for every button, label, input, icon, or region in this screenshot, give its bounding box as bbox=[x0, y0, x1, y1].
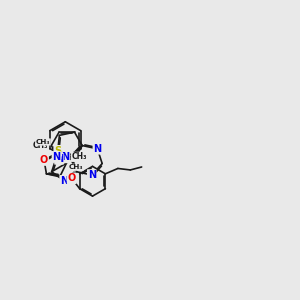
Text: O: O bbox=[68, 173, 76, 183]
Text: O: O bbox=[40, 155, 48, 165]
Text: CH₃: CH₃ bbox=[71, 152, 87, 161]
Text: CH₃: CH₃ bbox=[69, 164, 83, 170]
Text: CH₃: CH₃ bbox=[33, 141, 48, 150]
Text: N: N bbox=[61, 152, 69, 162]
Text: N: N bbox=[55, 154, 63, 164]
Text: N: N bbox=[93, 144, 101, 154]
Text: N: N bbox=[60, 176, 68, 186]
Text: N: N bbox=[88, 170, 96, 180]
Text: S: S bbox=[54, 146, 61, 156]
Text: CH₃: CH₃ bbox=[36, 139, 50, 145]
Text: N: N bbox=[52, 152, 61, 162]
